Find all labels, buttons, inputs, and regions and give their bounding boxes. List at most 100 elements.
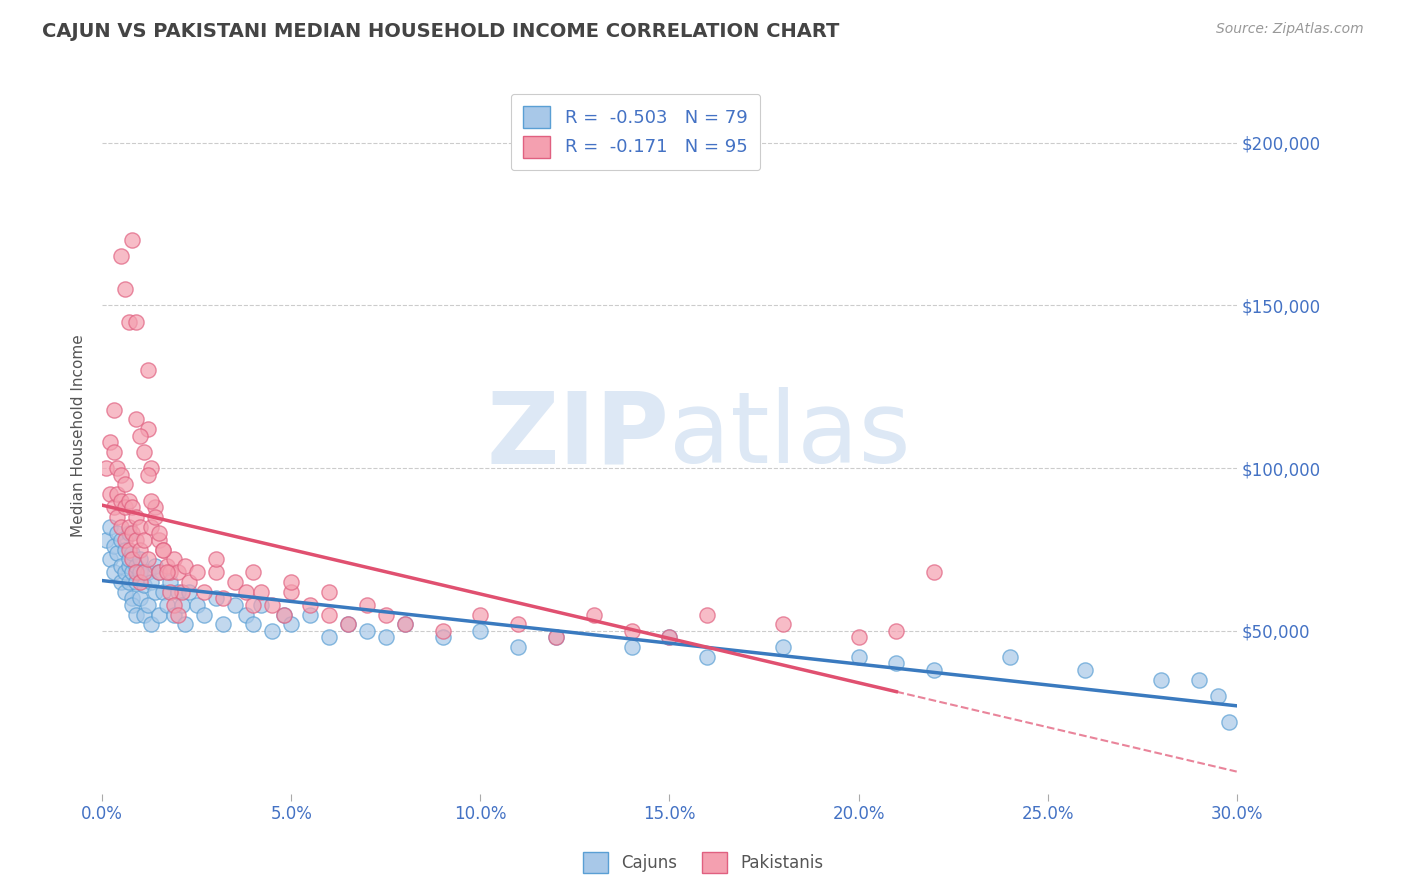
Point [299, 598, 322, 612]
Point [129, 575, 152, 590]
Point [125, 575, 148, 590]
Point [508, 617, 530, 632]
Point [129, 542, 152, 557]
Point [544, 631, 567, 645]
Point [166, 566, 188, 580]
Point [129, 428, 152, 442]
Point [658, 631, 681, 645]
Point [136, 363, 159, 377]
Point [121, 598, 143, 612]
Point [143, 510, 166, 524]
Point [129, 519, 152, 533]
Text: atlas: atlas [669, 387, 911, 484]
Point [186, 598, 208, 612]
Point [129, 566, 152, 580]
Point [118, 552, 141, 566]
Point [125, 510, 148, 524]
Point [242, 566, 264, 580]
Point [394, 617, 416, 632]
Point [262, 598, 284, 612]
Point [121, 233, 143, 247]
Point [886, 657, 908, 671]
Point [98, 487, 121, 501]
Point [103, 445, 125, 459]
Point [121, 500, 143, 515]
Point [105, 461, 128, 475]
Point [186, 566, 208, 580]
Point [174, 558, 197, 573]
Point [848, 631, 870, 645]
Point [922, 663, 945, 677]
Point [136, 467, 159, 482]
Point [155, 598, 177, 612]
Point [179, 584, 201, 599]
Point [250, 598, 273, 612]
Point [136, 552, 159, 566]
Point [886, 624, 908, 638]
Point [544, 631, 567, 645]
Point [132, 566, 155, 580]
Point [141, 493, 163, 508]
Point [204, 552, 226, 566]
Point [432, 631, 454, 645]
Text: Source: ZipAtlas.com: Source: ZipAtlas.com [1216, 22, 1364, 37]
Legend: Cajuns, Pakistanis: Cajuns, Pakistanis [576, 846, 830, 880]
Point [159, 575, 181, 590]
Point [136, 566, 159, 580]
Point [262, 624, 284, 638]
Point [114, 533, 136, 547]
Point [148, 607, 170, 622]
Point [105, 487, 128, 501]
Point [250, 584, 273, 599]
Point [273, 607, 295, 622]
Point [125, 558, 148, 573]
Point [118, 519, 141, 533]
Point [374, 607, 396, 622]
Point [132, 445, 155, 459]
Point [129, 552, 152, 566]
Point [318, 584, 340, 599]
Point [470, 607, 492, 622]
Point [141, 461, 163, 475]
Point [155, 558, 177, 573]
Point [922, 566, 945, 580]
Point [356, 624, 378, 638]
Point [141, 617, 163, 632]
Point [582, 607, 605, 622]
Point [118, 575, 141, 590]
Point [114, 542, 136, 557]
Point [696, 649, 718, 664]
Point [125, 315, 148, 329]
Point [273, 607, 295, 622]
Point [110, 519, 132, 533]
Point [103, 402, 125, 417]
Point [98, 552, 121, 566]
Point [148, 566, 170, 580]
Legend: R =  -0.503   N = 79, R =  -0.171   N = 95: R = -0.503 N = 79, R = -0.171 N = 95 [510, 94, 761, 170]
Point [114, 584, 136, 599]
Point [141, 575, 163, 590]
Point [1074, 663, 1097, 677]
Point [148, 566, 170, 580]
Point [118, 542, 141, 557]
Point [204, 591, 226, 606]
Point [118, 526, 141, 541]
Point [110, 558, 132, 573]
Point [118, 493, 141, 508]
Point [620, 640, 643, 655]
Point [155, 566, 177, 580]
Point [337, 617, 360, 632]
Point [143, 500, 166, 515]
Point [103, 566, 125, 580]
Point [105, 526, 128, 541]
Text: ZIP: ZIP [486, 387, 669, 484]
Point [163, 552, 186, 566]
Point [129, 591, 152, 606]
Point [204, 566, 226, 580]
Point [125, 566, 148, 580]
Point [193, 607, 215, 622]
Point [374, 631, 396, 645]
Point [136, 422, 159, 436]
Point [212, 617, 235, 632]
Y-axis label: Median Household Income: Median Household Income [72, 334, 86, 537]
